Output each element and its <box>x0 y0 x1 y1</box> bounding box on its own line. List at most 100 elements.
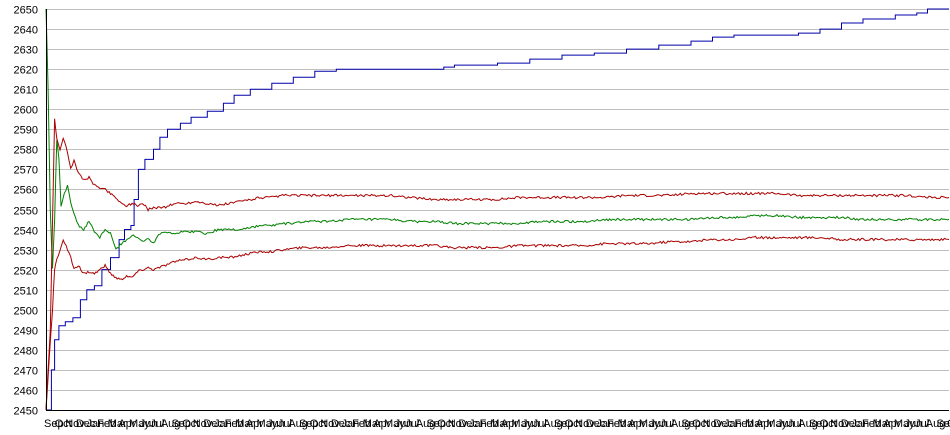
x-tick-label: Sep <box>426 418 446 430</box>
x-tick-label: Mar <box>235 418 254 430</box>
x-tick-label: Dec <box>203 418 223 430</box>
x-tick-label: Jul <box>915 418 929 430</box>
y-tick-label: 2630 <box>14 45 38 57</box>
x-tick-label: Jan <box>214 418 232 430</box>
x-tick-label: Feb <box>352 418 371 430</box>
y-tick-label: 2530 <box>14 246 38 258</box>
y-tick-label: 2480 <box>14 346 38 358</box>
y-tick-label: 2570 <box>14 165 38 177</box>
y-tick-label: 2460 <box>14 386 38 398</box>
x-tick-label: Jan <box>596 418 614 430</box>
x-tick-label: May <box>256 418 277 430</box>
y-tick-label: 2490 <box>14 326 38 338</box>
series-line-red-3 <box>45 235 950 410</box>
x-tick-label: Jun <box>522 418 540 430</box>
x-tick-label: Aug <box>288 418 308 430</box>
x-tick-label: Mar <box>745 418 764 430</box>
x-tick-label: Jun <box>140 418 158 430</box>
x-tick-label: Feb <box>97 418 116 430</box>
x-tick-label: Dec <box>331 418 351 430</box>
x-tick-label: Sep <box>554 418 574 430</box>
x-tick-label: Jun <box>395 418 413 430</box>
x-tick-label: Nov <box>320 418 340 430</box>
y-tick-label: 2610 <box>14 85 38 97</box>
y-tick-label: 2560 <box>14 185 38 197</box>
x-tick-label: Oct <box>437 418 454 430</box>
x-tick-label: Jun <box>905 418 923 430</box>
x-tick-label: Oct <box>947 418 950 430</box>
x-tick-label: Apr <box>628 418 645 430</box>
x-tick-label: Aug <box>416 418 436 430</box>
y-tick-label: 2590 <box>14 125 38 137</box>
x-tick-label: Dec <box>458 418 478 430</box>
x-tick-label: Mar <box>363 418 382 430</box>
x-tick-label: Apr <box>883 418 900 430</box>
x-tick-label: Dec <box>586 418 606 430</box>
x-tick-label: Jan <box>469 418 487 430</box>
x-tick-label: Sep <box>44 418 64 430</box>
x-tick-label: Dec <box>841 418 861 430</box>
y-tick-label: 2470 <box>14 366 38 378</box>
x-tick-label: Feb <box>480 418 499 430</box>
x-axis-ticks: SepOctNovDecJanFebMarAprMayJunJulAugSepO… <box>44 418 950 430</box>
x-tick-label: Mar <box>618 418 637 430</box>
x-tick-label: Jun <box>650 418 668 430</box>
x-tick-label: Oct <box>692 418 709 430</box>
x-tick-label: Mar <box>873 418 892 430</box>
x-tick-label: Jul <box>150 418 164 430</box>
y-tick-label: 2520 <box>14 266 38 278</box>
x-tick-label: Sep <box>936 418 950 430</box>
x-tick-label: Feb <box>607 418 626 430</box>
x-tick-label: Aug <box>671 418 691 430</box>
x-tick-label: Jan <box>341 418 359 430</box>
x-tick-label: Oct <box>310 418 327 430</box>
x-tick-label: Nov <box>448 418 468 430</box>
x-tick-label: May <box>639 418 660 430</box>
x-tick-label: Apr <box>501 418 518 430</box>
x-tick-label: Oct <box>820 418 837 430</box>
x-tick-label: Apr <box>118 418 135 430</box>
x-tick-label: Mar <box>108 418 127 430</box>
x-tick-label: Jul <box>788 418 802 430</box>
x-tick-label: Jan <box>86 418 104 430</box>
x-tick-label: Feb <box>735 418 754 430</box>
axes <box>46 9 949 411</box>
x-tick-label: Sep <box>681 418 701 430</box>
x-tick-label: Nov <box>193 418 213 430</box>
x-tick-label: May <box>384 418 405 430</box>
x-tick-label: Apr <box>246 418 263 430</box>
x-tick-label: Feb <box>225 418 244 430</box>
y-tick-label: 2540 <box>14 226 38 238</box>
series-line-blue <box>46 8 949 411</box>
x-tick-label: May <box>766 418 787 430</box>
x-tick-label: Apr <box>373 418 390 430</box>
x-tick-label: Sep <box>809 418 829 430</box>
x-tick-label: Sep <box>171 418 191 430</box>
y-tick-label: 2580 <box>14 145 38 157</box>
x-tick-label: Oct <box>565 418 582 430</box>
x-tick-label: Jun <box>777 418 795 430</box>
x-tick-label: May <box>129 418 150 430</box>
y-tick-label: 2550 <box>14 206 38 218</box>
x-tick-label: Jul <box>278 418 292 430</box>
x-tick-label: Aug <box>543 418 563 430</box>
x-tick-label: Aug <box>798 418 818 430</box>
series-line-green-1 <box>45 8 950 269</box>
x-tick-label: Jul <box>660 418 674 430</box>
x-tick-label: Feb <box>862 418 881 430</box>
y-axis-ticks: 2450 2460 2470 2480 2490 2500 2510 2520 2530 2540… <box>14 5 38 418</box>
x-tick-label: Oct <box>55 418 72 430</box>
x-tick-label: Jul <box>405 418 419 430</box>
x-tick-label: Jan <box>724 418 742 430</box>
x-tick-label: Nov <box>703 418 723 430</box>
y-tick-label: 2510 <box>14 286 38 298</box>
y-tick-label: 2450 <box>14 406 38 418</box>
y-tick-label: 2620 <box>14 65 38 77</box>
x-tick-label: May <box>511 418 532 430</box>
y-tick-label: 2500 <box>14 306 38 318</box>
series-lines <box>45 8 950 411</box>
x-tick-label: Aug <box>926 418 946 430</box>
x-tick-label: Jul <box>533 418 547 430</box>
x-tick-label: Sep <box>299 418 319 430</box>
